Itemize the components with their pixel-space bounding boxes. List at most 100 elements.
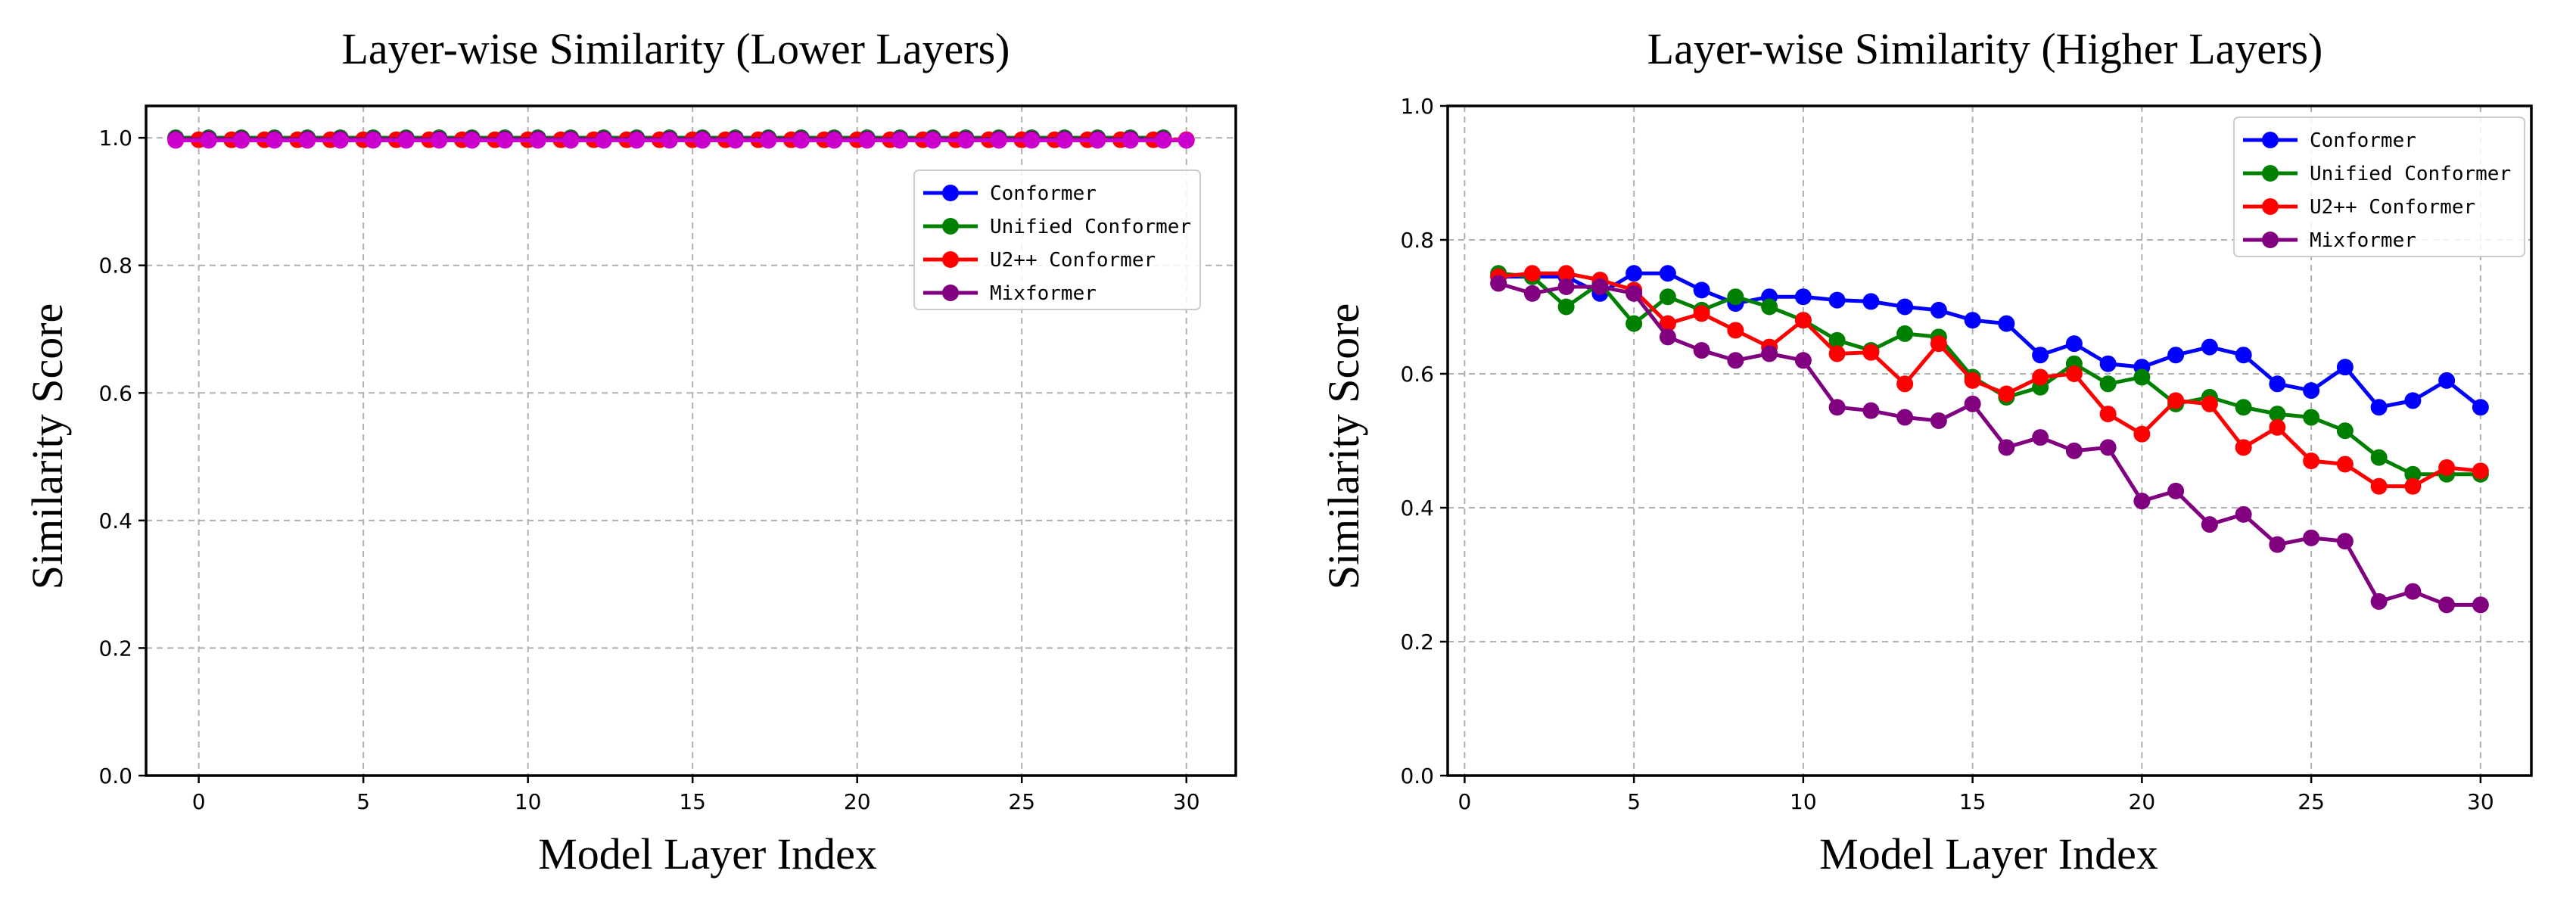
y-tick-label: 0.8 [98, 253, 132, 278]
data-point [1626, 265, 1643, 282]
data-point [1727, 322, 1744, 339]
series-group [1490, 265, 2489, 614]
x-tick-label: 10 [515, 789, 542, 814]
data-point [562, 132, 580, 149]
data-point [2336, 359, 2354, 376]
legend-label: U2++ Conformer [990, 249, 1156, 272]
data-point [200, 132, 217, 149]
data-point [1828, 291, 1846, 309]
data-point [1727, 288, 1744, 306]
legend-marker [942, 185, 959, 201]
data-point [1523, 285, 1541, 302]
legend-marker [942, 251, 959, 268]
data-point [2336, 456, 2354, 473]
data-point [2235, 399, 2252, 416]
data-point [1964, 312, 1981, 329]
legend-item: Conformer [2243, 129, 2416, 152]
data-point [2201, 516, 2218, 533]
data-point [1178, 132, 1195, 149]
data-point [2099, 439, 2117, 456]
data-point [1693, 305, 1710, 322]
data-point [595, 132, 612, 149]
x-tick-label: 10 [1790, 789, 1817, 814]
data-point [1693, 281, 1710, 299]
data-point [1523, 265, 1541, 282]
x-tick-label: 25 [1008, 789, 1035, 814]
x-tick-label: 0 [1458, 789, 1471, 814]
data-point [957, 132, 975, 149]
data-point [1930, 301, 1947, 319]
data-point [2032, 369, 2049, 386]
data-point [1930, 335, 1947, 353]
data-point [1557, 265, 1575, 282]
data-point [2099, 375, 2117, 393]
y-tick-label: 0.2 [98, 636, 132, 661]
data-point [1626, 315, 1643, 332]
legend-label: Unified Conformer [2310, 163, 2511, 185]
data-point [858, 132, 876, 149]
data-point [2133, 425, 2151, 443]
x-axis-label: Model Layer Index [1819, 829, 2158, 879]
data-point [694, 132, 711, 149]
data-point [2404, 583, 2422, 600]
data-point [1998, 439, 2015, 456]
data-point [1659, 328, 1676, 346]
data-point [2472, 596, 2489, 614]
x-tick-label: 15 [679, 789, 706, 814]
y-tick-label: 0.6 [1400, 362, 1434, 387]
data-point [2065, 442, 2083, 459]
data-point [2167, 347, 2185, 364]
data-point [331, 132, 349, 149]
data-point [266, 132, 283, 149]
data-point [891, 132, 909, 149]
y-tick-label: 0.4 [1400, 496, 1434, 521]
data-point [1693, 342, 1710, 359]
y-tick-label: 0.0 [1400, 763, 1434, 788]
data-point [1591, 278, 1609, 295]
data-point [1964, 372, 1981, 389]
data-point [463, 132, 481, 149]
data-point [1862, 293, 1880, 310]
legend-marker [942, 285, 959, 301]
data-point [1089, 132, 1106, 149]
data-point [2235, 347, 2252, 364]
legend-marker [2262, 198, 2279, 215]
data-point [2269, 406, 2286, 423]
data-point [1964, 395, 1981, 412]
data-point [1659, 265, 1676, 282]
data-point [1896, 375, 1914, 393]
legend-marker [2262, 232, 2279, 248]
chart-title: Layer-wise Similarity (Lower Layers) [342, 24, 1010, 73]
data-point [1659, 315, 1676, 332]
data-point [1761, 298, 1778, 316]
data-point [1998, 315, 2015, 332]
y-axis-label: Similarity Score [23, 303, 72, 590]
data-point [1794, 288, 1812, 306]
x-tick-label: 0 [192, 789, 206, 814]
data-point [431, 132, 448, 149]
data-point [1930, 412, 1947, 429]
data-point [1862, 344, 1880, 361]
data-point [1896, 409, 1914, 426]
data-point [1626, 285, 1643, 302]
data-point [2404, 392, 2422, 409]
y-tick-label: 1.0 [98, 126, 132, 151]
data-point [2370, 449, 2388, 466]
data-point [1862, 402, 1880, 419]
y-tick-label: 0.8 [1400, 228, 1434, 253]
data-point [1122, 132, 1139, 149]
data-point [2438, 596, 2456, 614]
data-point [1794, 312, 1812, 329]
legend-item: Mixformer [923, 282, 1097, 305]
data-point [397, 132, 415, 149]
y-tick-label: 0.6 [98, 381, 132, 406]
data-point [1557, 278, 1575, 295]
axis-ticks: 0 5 10 15 20 25 30 0.0 0.2 0.4 0.6 0.8 1.0 [1400, 94, 2494, 814]
x-tick-label: 5 [356, 789, 370, 814]
data-point [529, 132, 546, 149]
data-point [2167, 392, 2185, 409]
data-point [2065, 335, 2083, 353]
data-point [1794, 352, 1812, 369]
data-point [2303, 409, 2320, 426]
